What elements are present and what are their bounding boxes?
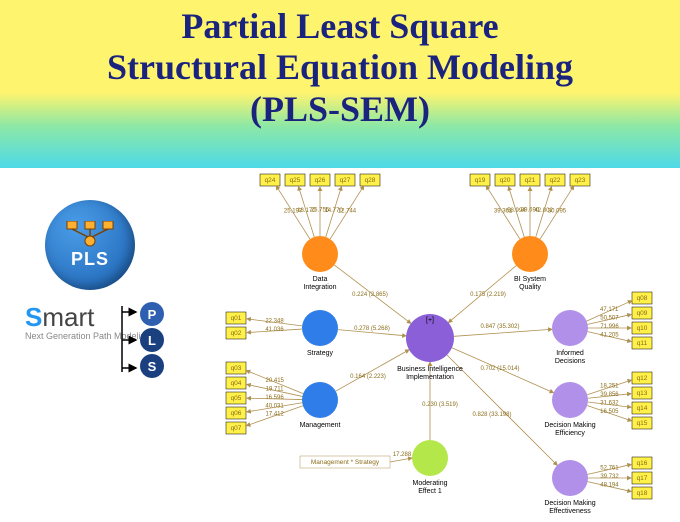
- header-banner: Partial Least Square Structural Equation…: [0, 0, 680, 168]
- construct-label: Quality: [519, 284, 541, 291]
- loading-value: 71.996: [600, 324, 619, 330]
- loading-value: 16.505: [600, 409, 619, 415]
- indicator-label: q07: [231, 425, 242, 432]
- indicator-label: q10: [637, 325, 648, 332]
- indicator-label: q22: [550, 177, 561, 184]
- indicator-label: q09: [637, 310, 648, 317]
- construct-label: Implementation: [406, 374, 454, 381]
- loading-value: 48.194: [600, 483, 619, 489]
- path-label: 0.175 (2.219): [470, 292, 506, 298]
- loading-value: 41.036: [265, 327, 284, 333]
- smart-s-circle: S: [140, 354, 164, 378]
- smart-l-circle: L: [140, 328, 164, 352]
- path-label: 0.224 (2.865): [352, 292, 388, 298]
- loading-value: 17.412: [265, 412, 284, 418]
- indicator-label: q26: [315, 177, 326, 184]
- moderator-box-label: Management * Strategy: [311, 459, 380, 466]
- loading-value: 12.744: [338, 208, 357, 214]
- indicator-label: q05: [231, 395, 242, 402]
- construct-label: Data: [313, 276, 328, 283]
- construct-label: Decision Making: [544, 500, 595, 507]
- indicator-label: q23: [575, 177, 586, 184]
- construct-data_integration: [302, 236, 338, 272]
- indicator-label: q18: [637, 490, 648, 497]
- indicator-label: q17: [637, 475, 648, 482]
- indicator-label: q25: [290, 177, 301, 184]
- construct-label: Decisions: [555, 358, 586, 365]
- construct-label: Effect 1: [418, 488, 442, 495]
- smart-p-circle: P: [140, 302, 164, 326]
- smart-pls-vertical: P L S: [140, 300, 164, 380]
- construct-label: Integration: [303, 284, 336, 291]
- indicator-label: q11: [637, 340, 648, 347]
- sem-diagram: 0.224 (2.865) 0.175 (2.219) 0.278 (5.268) 0…: [210, 168, 680, 522]
- indicator-label: q16: [637, 460, 648, 467]
- title-line-2: Structural Equation Modeling: [0, 47, 680, 88]
- path-label: 0.278 (5.268): [354, 326, 390, 332]
- construct-label: Informed: [556, 350, 584, 357]
- loading-value: 20.415: [266, 378, 285, 384]
- construct-label: Moderating: [412, 480, 447, 487]
- loading-value: 30.095: [548, 208, 567, 214]
- loading-value: 52.761: [600, 465, 619, 471]
- construct-label: BI System: [514, 276, 546, 283]
- indicator-label: q08: [637, 295, 648, 302]
- indicator-label: q12: [637, 375, 648, 382]
- indicator-label: q03: [231, 365, 242, 372]
- construct-dm_effv: [552, 460, 588, 496]
- indicator-label: q24: [265, 177, 276, 184]
- construct-dm_eff: [552, 382, 588, 418]
- loading-value: 50.507: [600, 315, 619, 321]
- indicator-label: q21: [525, 177, 536, 184]
- construct-label: Strategy: [307, 350, 334, 357]
- construct-management: [302, 382, 338, 418]
- path-label: 0.847 (35.302): [480, 324, 519, 330]
- indicator-label: q04: [231, 380, 242, 387]
- pls-logo: PLS: [45, 200, 135, 290]
- mod-loading: 17.288: [393, 452, 412, 458]
- construct-informed: [552, 310, 588, 346]
- loading-value: 47.171: [600, 307, 619, 313]
- path-label: 0.702 (15.014): [480, 366, 519, 372]
- loading-value: 18.251: [600, 383, 619, 389]
- loading-value: 22.348: [265, 318, 284, 324]
- indicator-label: q28: [365, 177, 376, 184]
- construct-label: Business Intelligence: [397, 366, 463, 373]
- indicator-label: q19: [475, 177, 486, 184]
- loading-value: 16.596: [265, 395, 284, 401]
- indicator-label: q14: [637, 405, 648, 412]
- indicator-label: q27: [340, 177, 351, 184]
- loading-value: 41.205: [600, 333, 619, 339]
- title-line-3: (PLS-SEM): [0, 89, 680, 130]
- path-label: 0.164 (2.223): [350, 374, 386, 380]
- construct-moderator: [412, 440, 448, 476]
- construct-label: Decision Making: [544, 422, 595, 429]
- loading-value: 40.031: [265, 403, 284, 409]
- loading-value: 39.856: [600, 392, 619, 398]
- construct-label: Efficiency: [555, 430, 585, 437]
- indicator-label: q02: [231, 330, 242, 337]
- indicator-label: q06: [231, 410, 242, 417]
- badge: [+]: [426, 317, 434, 324]
- construct-label: Effectiveness: [549, 508, 591, 515]
- path-label: 0.828 (33.198): [472, 412, 511, 418]
- pls-logo-icon: [65, 221, 115, 247]
- loading-value: 19.711: [266, 386, 285, 392]
- pls-logo-text: PLS: [71, 249, 109, 270]
- path-bi_impl-informed: [454, 329, 552, 336]
- construct-strategy: [302, 310, 338, 346]
- title-line-1: Partial Least Square: [0, 6, 680, 47]
- construct-bi_quality: [512, 236, 548, 272]
- indicator-label: q20: [500, 177, 511, 184]
- loading-value: 39.732: [600, 474, 619, 480]
- loading-value: 31.632: [600, 401, 619, 407]
- path-label: 0.230 (3.519): [422, 402, 458, 408]
- construct-label: Management: [300, 422, 341, 429]
- mod-arrow: [390, 458, 412, 462]
- indicator-label: q15: [637, 420, 648, 427]
- indicator-label: q13: [637, 390, 648, 397]
- indicator-label: q01: [231, 315, 242, 322]
